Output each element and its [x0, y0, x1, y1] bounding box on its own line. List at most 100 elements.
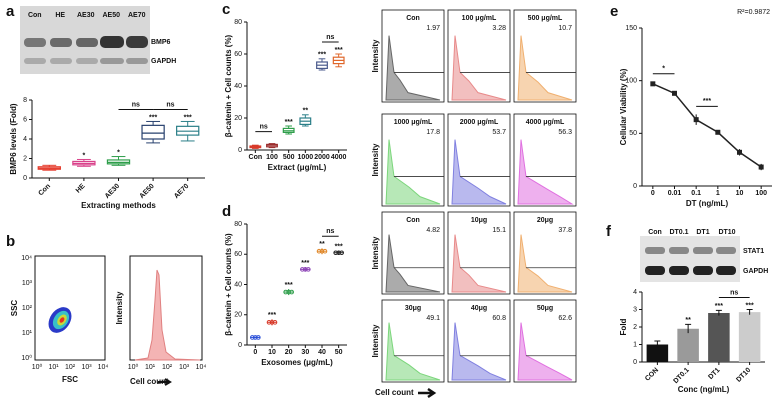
blot-bands: [645, 247, 736, 275]
tick-label: 10¹: [22, 330, 33, 337]
tick-label: 10¹: [145, 364, 156, 371]
x-tick-label: 500: [283, 154, 295, 161]
flow-value: 56.3: [558, 129, 572, 136]
flow-frame: [447, 299, 511, 383]
y-tick-label: 40: [234, 281, 242, 288]
x-tick-label: AE50: [138, 183, 155, 200]
point: [322, 248, 328, 254]
significance: *: [83, 152, 86, 159]
y-tick-label: 60: [234, 251, 242, 258]
flow-frame: [513, 113, 577, 207]
flow-frame: [447, 211, 511, 295]
flow-histogram: [517, 139, 574, 205]
x-tick-label: DT1: [707, 367, 721, 381]
significance: ***: [268, 312, 276, 319]
x-tick-label: 0: [651, 190, 655, 197]
lane-label: Con: [28, 12, 42, 19]
point: [289, 289, 294, 295]
y-tick-label: 1: [633, 341, 637, 348]
tick-label: 10³: [179, 364, 190, 371]
x-tick-label: Con: [249, 154, 263, 161]
flow-frame: [381, 113, 445, 207]
x-tick-label: 0: [253, 349, 257, 356]
point: [339, 250, 344, 256]
flow-histogram: [517, 35, 573, 101]
point: [316, 248, 322, 254]
x-tick-label: 100: [755, 190, 767, 197]
histogram-shape: [134, 269, 201, 361]
y-tick-label: 80: [234, 19, 242, 26]
flow-value: 60.8: [492, 315, 506, 322]
significance: ***: [335, 47, 343, 54]
x-tick-label: 50: [335, 349, 343, 356]
lane-label: AE30: [77, 12, 95, 19]
y-tick-label: 50: [629, 130, 637, 137]
significance: *: [117, 149, 120, 156]
bar: [677, 328, 699, 362]
y-tick-label: 100: [625, 78, 637, 85]
axis-title: SSC: [10, 300, 19, 317]
y-tick-label: 80: [234, 221, 242, 228]
significance: ***: [149, 114, 157, 121]
panel-label: b: [6, 233, 15, 250]
bracket-label: *: [662, 66, 665, 73]
point: [250, 335, 255, 340]
x-axis-title: Conc (ng/mL): [678, 385, 730, 394]
y-tick-label: 0: [238, 147, 242, 154]
significance: ***: [285, 119, 293, 126]
marker: [693, 117, 699, 123]
x-tick-label: AE70: [173, 183, 190, 200]
point: [256, 335, 261, 340]
point: [253, 335, 258, 340]
blot-image: [640, 236, 740, 282]
flow-value: 53.7: [492, 129, 506, 136]
x-axis-title: Exosomes (μg/mL): [261, 358, 333, 367]
axis-title: Cell count: [130, 377, 169, 386]
flow-title: 30μg: [405, 305, 421, 312]
annotation: R²=0.9872: [737, 9, 770, 16]
flow-histogram: [517, 234, 573, 293]
significance: **: [319, 241, 325, 248]
tick-label: 10⁴: [21, 255, 32, 262]
flow-frame: [513, 211, 577, 295]
y-tick-label: 20: [234, 312, 242, 319]
flow-title: 40μg: [471, 305, 487, 312]
flow-frame: [513, 9, 577, 103]
flow-frame: [447, 113, 511, 207]
bracket-label: ns: [166, 101, 174, 108]
panel-label: f: [606, 223, 612, 240]
y-axis-title: Cellular Viability (%): [619, 68, 628, 145]
significance: ***: [301, 260, 309, 267]
flow-title: 50μg: [537, 305, 553, 312]
x-axis-title: Extracting methods: [81, 201, 156, 210]
x-tick-label: HE: [75, 183, 87, 195]
significance: ***: [746, 302, 754, 309]
scatter-frame: [34, 255, 106, 361]
x-tick-label: 10: [268, 349, 276, 356]
flow-frame: [513, 299, 577, 383]
point: [319, 248, 325, 254]
point: [300, 267, 305, 272]
bracket-label: ***: [703, 98, 711, 105]
tick-label: 10⁴: [196, 364, 207, 371]
x-tick-label: 4000: [331, 154, 347, 161]
panel-label: a: [6, 3, 15, 20]
flow-title: Con: [406, 15, 420, 22]
y-tick-label: 2: [633, 324, 637, 331]
x-tick-label: 100: [266, 154, 278, 161]
x-tick-label: 10: [736, 190, 744, 197]
tick-label: 10²: [22, 305, 33, 312]
y-axis-title: β-catenin + Cell counts (%): [224, 233, 233, 336]
significance: ***: [285, 282, 293, 289]
bracket-label: ns: [260, 123, 268, 130]
bar: [708, 313, 730, 362]
y-tick-label: 2: [23, 155, 27, 162]
tick-label: 10⁰: [21, 354, 32, 362]
flow-frame: [381, 211, 445, 295]
y-tick-label: 3: [633, 306, 637, 313]
tick-label: 10²: [162, 364, 173, 371]
y-tick-label: 0: [633, 359, 637, 366]
x-tick-label: 1: [716, 190, 720, 197]
bracket-label: ns: [326, 228, 334, 235]
point: [306, 267, 311, 272]
